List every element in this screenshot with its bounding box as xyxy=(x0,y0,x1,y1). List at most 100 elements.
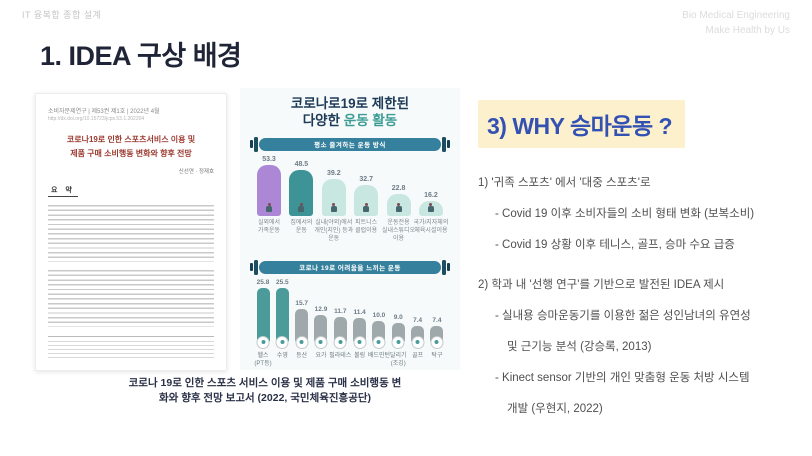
sport-icon xyxy=(353,335,367,349)
bar xyxy=(391,322,405,349)
bar-value: 9.0 xyxy=(393,313,403,321)
infographic-title-line1: 코로나로19로 제한된 xyxy=(290,96,410,111)
sport-icon xyxy=(333,335,347,349)
bar-value: 53.3 xyxy=(262,155,276,163)
bar-column: 16.2 국가/지자체의 체육시설이용 xyxy=(414,191,449,234)
course-label: IT 융복합 종합 설계 xyxy=(22,10,102,20)
why-panel: 3) WHY 승마운동 ? 1) '귀족 스포츠' 에서 '대중 스포츠'로 -… xyxy=(478,100,804,431)
section2-banner: 코로나 19로 어려움을 느끼는 운동 xyxy=(250,259,450,275)
bar xyxy=(321,178,346,216)
barbell-plate-icon xyxy=(254,259,258,275)
brand-line2: Make Health by Us xyxy=(705,25,790,36)
brand-text: Bio Medical Engineering Make Health by U… xyxy=(682,8,790,38)
sport-icon xyxy=(391,335,405,349)
sport-icon xyxy=(275,335,289,349)
bar xyxy=(333,316,347,349)
bar-column: 11.4 볼링 xyxy=(351,308,369,359)
infographic-title-line2: 다양한 xyxy=(302,112,344,128)
person-icon xyxy=(395,202,403,213)
person-icon xyxy=(297,202,305,213)
sport-icon xyxy=(256,335,270,349)
brand-line1: Bio Medical Engineering xyxy=(682,10,790,21)
bar-value: 12.9 xyxy=(314,305,328,313)
bar-label: 골프 xyxy=(412,352,424,359)
bar xyxy=(314,314,328,349)
bar-value: 16.2 xyxy=(424,191,438,199)
abstract-label: 요 약 xyxy=(48,185,78,198)
caption-line1: 코로나 19로 인한 스포츠 서비스 이용 및 제품 구매 소비행동 변 xyxy=(128,377,402,389)
caption-line2: 화와 향후 전망 보고서 (2022, 국민체육진흥공단) xyxy=(158,392,372,405)
bar-label: 볼링 xyxy=(354,352,366,359)
bar-label: 실내(야외)에서 개인(지인) 등과 운동 xyxy=(314,219,354,242)
paper-authors: 신선연 · 정재호 xyxy=(178,169,214,176)
bar-label: 헬스 (PT등) xyxy=(254,352,272,367)
bar-column: 7.4 탁구 xyxy=(428,316,446,359)
bar-column: 53.3 실외에서 가족운동 xyxy=(254,155,284,234)
bar-column: 48.5 집에서의 운동 xyxy=(286,160,316,234)
sport-icon xyxy=(295,335,309,349)
bar-column: 10.0 배드민턴 xyxy=(368,311,390,359)
person-icon xyxy=(265,202,273,213)
point1-sub1: - Covid 19 이후 소비자들의 소비 형태 변화 (보복소비) xyxy=(495,208,755,220)
chart-usual-exercise: 53.3 실외에서 가족운동 48.5 집에서의 운동 39.2 실내(야외)에서 개인(… xyxy=(248,155,452,242)
bar xyxy=(256,287,270,349)
bar-label: 요가 xyxy=(315,352,327,359)
bar xyxy=(430,325,444,349)
bar-column: 9.0 달리기 (조깅) xyxy=(389,313,407,367)
bar-value: 32.7 xyxy=(359,175,373,183)
paper-footnote-greeked xyxy=(48,341,214,362)
sport-icon xyxy=(314,335,328,349)
bar-column: 15.7 등산 xyxy=(293,299,311,359)
bar xyxy=(353,317,367,349)
point1-sub2: - Covid 19 상황 이후 테니스, 골프, 승마 수요 급증 xyxy=(495,239,735,251)
sport-icon xyxy=(411,335,425,349)
paper-title-line1: 코로나19로 인한 스포츠서비스 이용 및 xyxy=(66,135,196,144)
sport-icon xyxy=(372,335,386,349)
person-icon xyxy=(427,202,435,213)
bar xyxy=(354,184,379,216)
bar-value: 10.0 xyxy=(372,311,386,319)
bar-value: 25.5 xyxy=(276,278,289,286)
bar-column: 7.4 골프 xyxy=(409,317,427,359)
bar-label: 집에서의 운동 xyxy=(290,219,313,234)
bar xyxy=(289,169,314,216)
point2-sub1-line1: - 실내용 승마운동기를 이용한 젊은 성인남녀의 유연성 xyxy=(495,310,751,322)
paper-journal-line: 소비자문제연구 | 제53권 제1호 | 2022년 4월 xyxy=(48,109,160,115)
bar-label: 필라테스 xyxy=(329,352,352,359)
bar-label: 국가/지자체의 체육시설이용 xyxy=(413,219,449,234)
paper-title-line2: 제품 구매 소비행동 변화와 향후 전망 xyxy=(70,148,192,158)
bar xyxy=(257,164,281,216)
bar-label: 피트니스 클럽이용 xyxy=(355,219,378,234)
barbell-plate-icon xyxy=(442,259,446,275)
barbell-end-icon xyxy=(250,140,253,149)
section1-banner-label: 평소 즐겨하는 운동 방식 xyxy=(259,137,441,151)
paper-footnote xyxy=(48,336,214,362)
bar-value: 48.5 xyxy=(294,160,309,168)
source-caption: 코로나 19로 인한 스포츠 서비스 이용 및 제품 구매 소비행동 변 화와 … xyxy=(55,376,475,406)
sport-icon xyxy=(430,335,444,349)
bar-column: 11.7 필라테스 xyxy=(329,307,351,359)
bar-column: 12.9 요가 xyxy=(312,305,330,359)
paper-body-text-greeked xyxy=(48,270,214,328)
bar-value: 25.8 xyxy=(256,278,270,286)
bar-column: 25.5 수영 xyxy=(273,278,291,359)
bar-value: 7.4 xyxy=(432,316,442,324)
bar-value: 15.7 xyxy=(295,299,308,307)
barbell-end-icon xyxy=(447,140,450,149)
paper-thumbnail: 소비자문제연구 | 제53권 제1호 | 2022년 4월 http://dx.… xyxy=(35,93,227,371)
paper-body-text-greeked xyxy=(48,205,214,263)
page-title: 1. IDEA 구상 배경 xyxy=(40,41,242,71)
bar-value: 39.2 xyxy=(326,169,341,177)
point1-head: 1) '귀족 스포츠' 에서 '대중 스포츠'로 xyxy=(478,177,651,189)
bar-label: 수영 xyxy=(276,352,288,359)
bar-value: 11.4 xyxy=(353,308,366,316)
point2-sub2-line1: - Kinect sensor 기반의 개인 맞춤형 운동 처방 시스템 xyxy=(495,372,750,384)
bar-value: 11.7 xyxy=(334,307,347,315)
infographic-title: 코로나로19로 제한된 다양한 운동 활동 xyxy=(248,96,452,130)
paper-doi-line: http://dx.doi.org/10.15723/jcps.53.1.202… xyxy=(48,116,145,122)
bar-label: 탁구 xyxy=(431,352,443,359)
bar xyxy=(372,320,386,349)
infographic-panel: 코로나로19로 제한된 다양한 운동 활동 평소 즐겨하는 운동 방식 53.3… xyxy=(240,88,460,370)
section1-banner: 평소 즐겨하는 운동 방식 xyxy=(250,136,450,152)
